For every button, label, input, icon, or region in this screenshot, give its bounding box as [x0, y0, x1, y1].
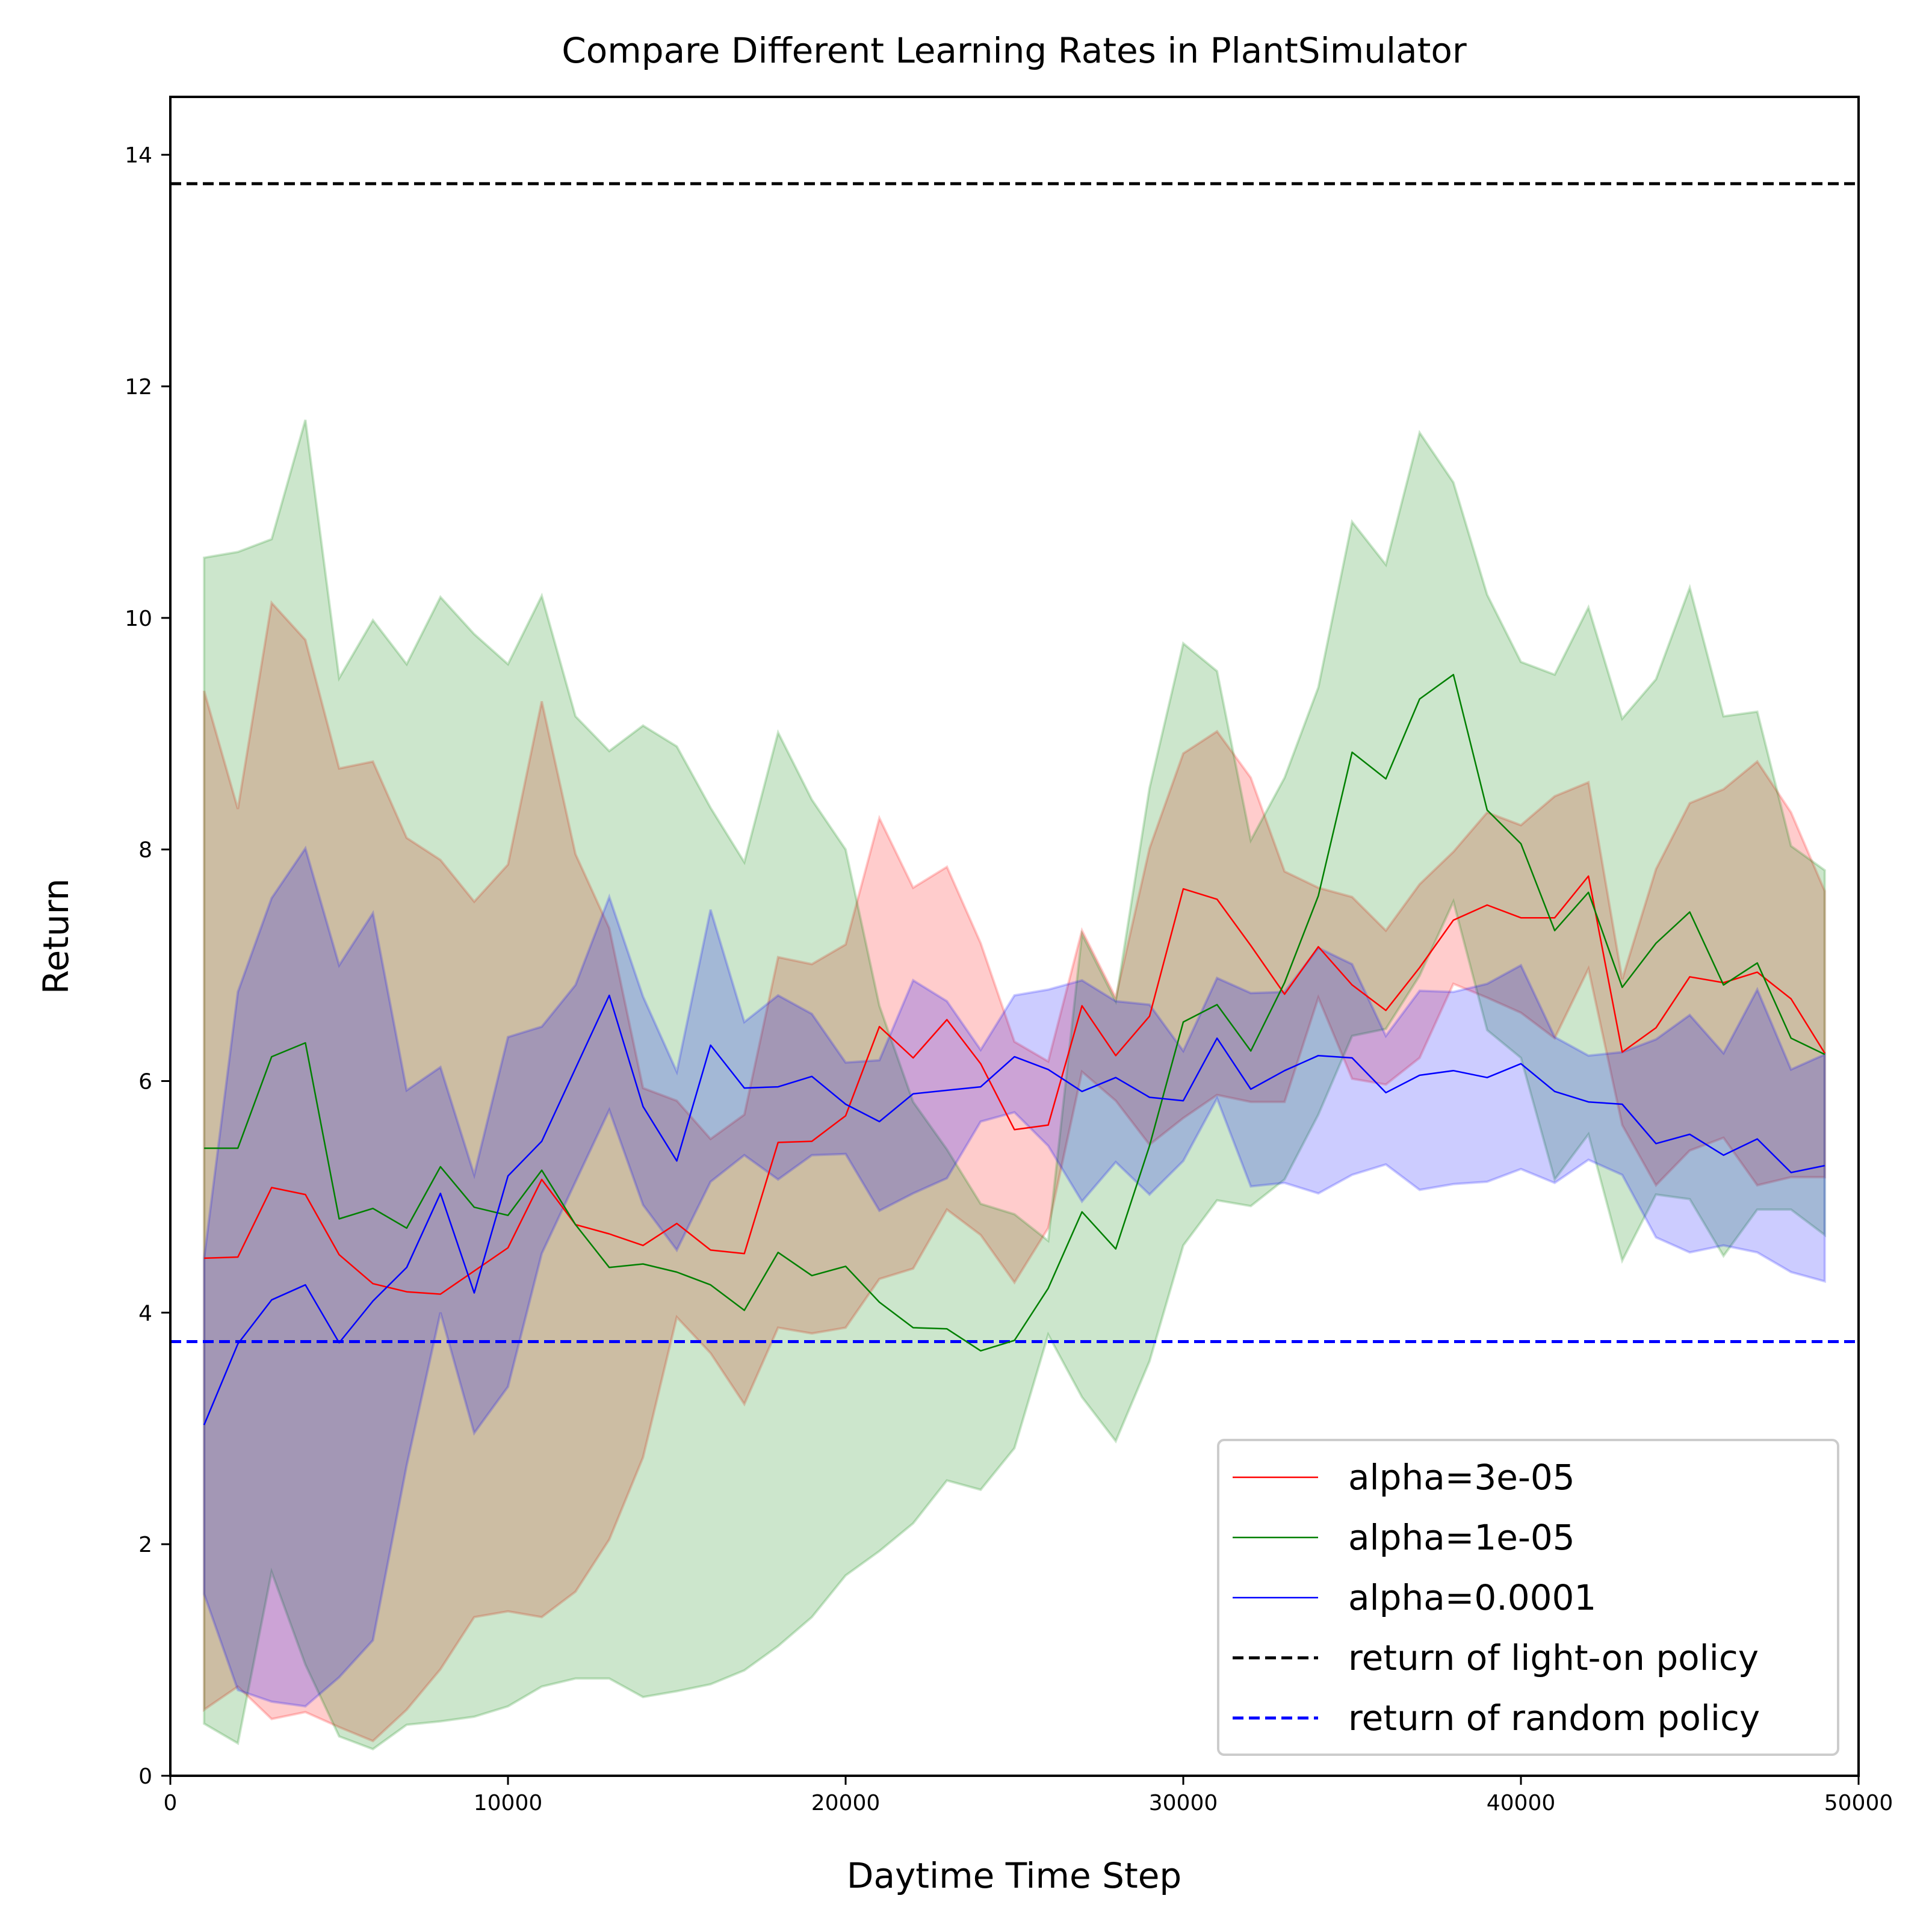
legend-box: [1217, 1439, 1839, 1756]
x-axis: 0 10000 20000 30000 40000 50000: [164, 1776, 1893, 1815]
y-tick-label: 2: [138, 1533, 152, 1557]
line-series-1: [204, 875, 1825, 1295]
legend-label: alpha=3e-05: [1348, 1457, 1575, 1498]
series-lines: [203, 673, 1825, 1426]
legend-label: return of random policy: [1348, 1698, 1760, 1738]
x-tick-label: 0: [164, 1791, 178, 1815]
legend-label: return of light-on policy: [1348, 1637, 1759, 1678]
x-tick-label: 10000: [474, 1791, 543, 1815]
confidence-bands: [203, 419, 1826, 1750]
band-series-1: [203, 600, 1826, 1743]
legend: alpha=3e-05 alpha=1e-05 alpha=0.0001 return…: [1217, 1439, 1839, 1756]
y-tick-label: 0: [138, 1764, 152, 1789]
y-axis: 0 2 4 6 8 10 12 14: [125, 143, 170, 1789]
band-series-2: [203, 419, 1826, 1750]
y-tick-label: 14: [125, 143, 152, 168]
line-series-3: [203, 994, 1825, 1426]
plot-frame: [169, 96, 1860, 1777]
y-tick-label: 10: [125, 607, 152, 631]
y-tick-label: 4: [138, 1301, 152, 1326]
x-tick-label: 50000: [1824, 1791, 1893, 1815]
chart-title: Compare Different Learning Rates in Plan…: [562, 30, 1467, 71]
y-axis-label: Return: [36, 879, 76, 994]
y-tick-label: 8: [138, 838, 152, 863]
x-tick-label: 30000: [1149, 1791, 1218, 1815]
band-series-3: [203, 845, 1826, 1708]
y-tick-label: 12: [125, 375, 152, 400]
line-series-2: [204, 673, 1825, 1352]
x-tick-label: 40000: [1487, 1791, 1556, 1815]
x-axis-label: Daytime Time Step: [847, 1855, 1181, 1896]
x-tick-label: 20000: [811, 1791, 881, 1815]
y-tick-label: 6: [138, 1070, 152, 1095]
legend-label: alpha=1e-05: [1348, 1517, 1575, 1558]
legend-label: alpha=0.0001: [1348, 1577, 1596, 1618]
reference-lines: [170, 182, 1859, 1343]
